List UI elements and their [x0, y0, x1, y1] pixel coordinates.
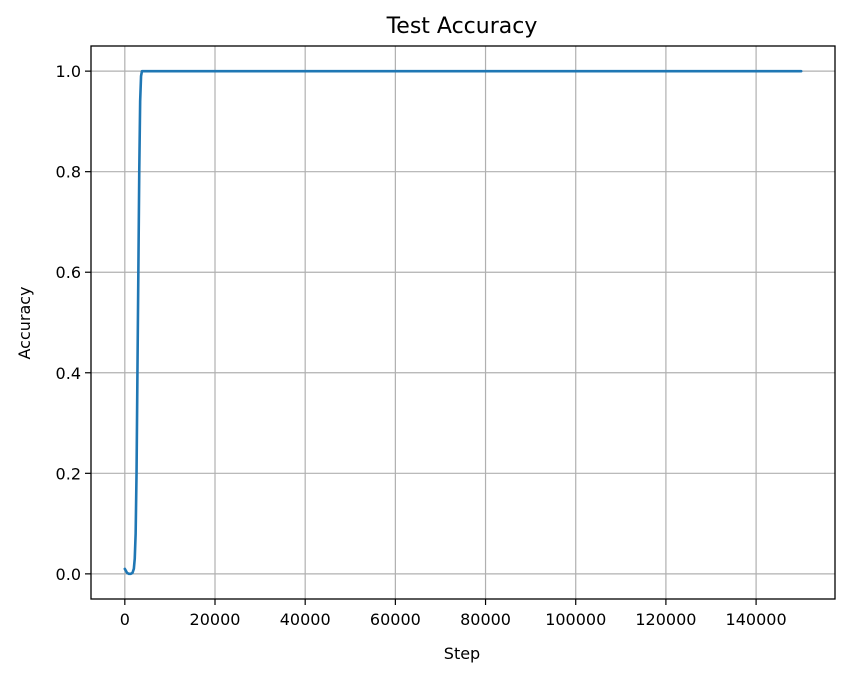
- x-tick-label: 80000: [460, 610, 511, 629]
- x-axis-label: Step: [444, 644, 480, 663]
- grid: [91, 46, 835, 599]
- y-tick-label: 1.0: [56, 62, 81, 81]
- x-tick-label: 20000: [190, 610, 241, 629]
- series-line-accuracy: [123, 69, 803, 576]
- y-tick-label: 0.4: [56, 364, 81, 383]
- x-tick-label: 140000: [726, 610, 787, 629]
- x-tick-label: 120000: [635, 610, 696, 629]
- plot-frame: [90, 45, 836, 600]
- x-tick-label: 60000: [370, 610, 421, 629]
- x-tick-label: 0: [120, 610, 130, 629]
- x-tick-label: 40000: [280, 610, 331, 629]
- y-tick-label: 0.6: [56, 263, 81, 282]
- series-layer: [123, 69, 803, 576]
- y-tick-label: 0.2: [56, 464, 81, 483]
- ticks: 0 20000 40000 60000 80000 100000 120000 140000 0…: [56, 62, 787, 629]
- y-tick-label: 0.8: [56, 163, 81, 182]
- y-axis-label: Accuracy: [15, 286, 34, 359]
- y-tick-label: 0.0: [56, 565, 81, 584]
- x-tick-label: 100000: [545, 610, 606, 629]
- chart-title: Test Accuracy: [386, 14, 538, 39]
